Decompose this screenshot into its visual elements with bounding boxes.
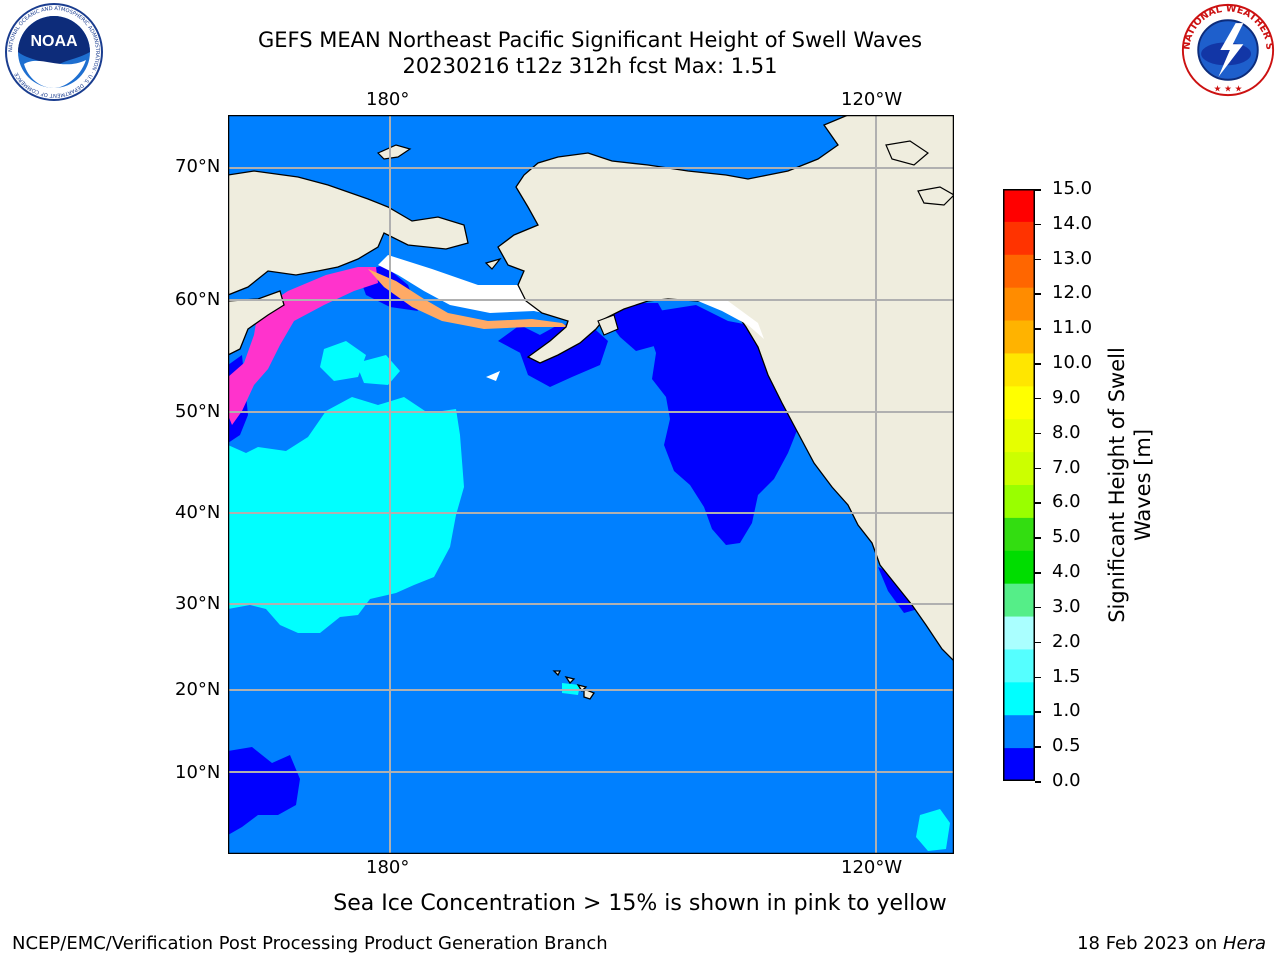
colorbar-band bbox=[1003, 748, 1035, 781]
colorbar-tick bbox=[1035, 676, 1041, 679]
colorbar-band bbox=[1003, 386, 1035, 420]
lon-label-120w-top: 120°W bbox=[841, 89, 903, 110]
swell-height-map bbox=[228, 115, 954, 854]
colorbar-tick-label: 9.0 bbox=[1052, 386, 1081, 408]
colorbar-band bbox=[1003, 221, 1035, 256]
colorbar-band bbox=[1003, 320, 1035, 354]
colorbar-tick-label: 1.0 bbox=[1052, 700, 1081, 722]
colorbar-tick-label: 4.0 bbox=[1052, 561, 1081, 583]
colorbar-tick bbox=[1035, 537, 1041, 539]
footer-date: 18 Feb 2023 on Hera bbox=[1077, 933, 1266, 954]
colorbar-tick-label: 6.0 bbox=[1052, 491, 1081, 513]
lon-label-180-bottom: 180° bbox=[366, 857, 410, 878]
colorbar-band bbox=[1003, 583, 1035, 618]
colorbar-tick bbox=[1035, 641, 1041, 644]
sea-ice-note: Sea Ice Concentration > 15% is shown in … bbox=[333, 891, 947, 916]
cyan-swell-region bbox=[228, 397, 464, 633]
colorbar-band bbox=[1003, 682, 1035, 716]
colorbar-tick bbox=[1035, 258, 1041, 261]
noaa-logo-icon: NOAA NATIONAL OCEANIC AND ATMOSPHERIC AD… bbox=[5, 3, 103, 101]
lat-label-60n: 60°N bbox=[175, 289, 221, 310]
colorbar-tick bbox=[1035, 572, 1041, 574]
colorbar-band bbox=[1003, 517, 1035, 552]
map-frame bbox=[228, 115, 954, 854]
colorbar-tick bbox=[1035, 746, 1041, 748]
colorbar-band bbox=[1003, 254, 1035, 289]
colorbar-band bbox=[1003, 287, 1035, 322]
colorbar-tick-label: 10.0 bbox=[1052, 352, 1093, 374]
lon-label-120w-bottom: 120°W bbox=[841, 857, 903, 878]
colorbar-tick-label: 3.0 bbox=[1052, 595, 1081, 617]
colorbar-tick-label: 7.0 bbox=[1052, 456, 1081, 478]
colorbar-band bbox=[1003, 419, 1035, 453]
colorbar-tick bbox=[1035, 397, 1041, 400]
colorbar-tick-label: 12.0 bbox=[1052, 282, 1093, 304]
colorbar-tick-label: 15.0 bbox=[1052, 178, 1093, 199]
footer-credit: NCEP/EMC/Verification Post Processing Pr… bbox=[12, 933, 608, 954]
chart-title: GEFS MEAN Northeast Pacific Significant … bbox=[257, 28, 923, 52]
lat-label-30n: 30°N bbox=[175, 593, 221, 614]
colorbar-band bbox=[1003, 353, 1035, 387]
lat-label-70n: 70°N bbox=[175, 156, 221, 177]
lat-label-20n: 20°N bbox=[175, 679, 221, 700]
colorbar-title: Significant Height of Swell Waves [m] bbox=[1105, 347, 1155, 623]
colorbar-band bbox=[1003, 715, 1035, 749]
colorbar-band bbox=[1003, 649, 1035, 683]
colorbar-tick bbox=[1035, 606, 1041, 609]
colorbar-tick-label: 13.0 bbox=[1052, 247, 1093, 269]
colorbar-tick bbox=[1035, 467, 1041, 470]
colorbar-tick-label: 5.0 bbox=[1052, 526, 1081, 548]
colorbar-tick-label: 2.0 bbox=[1052, 630, 1081, 652]
colorbar-tick-label: 8.0 bbox=[1052, 421, 1081, 443]
colorbar-tick bbox=[1035, 223, 1041, 226]
colorbar-band bbox=[1003, 616, 1035, 650]
colorbar-band bbox=[1003, 550, 1035, 585]
colorbar-tick bbox=[1035, 781, 1041, 783]
noaa-logo-text: NOAA bbox=[30, 33, 78, 50]
colorbar-tick-label: 0.5 bbox=[1052, 735, 1081, 757]
chart-subtitle: 20230216 t12z 312h fcst Max: 1.51 bbox=[402, 54, 778, 78]
colorbar-band bbox=[1003, 452, 1035, 486]
colorbar-tick-label: 11.0 bbox=[1052, 317, 1093, 339]
colorbar-tick bbox=[1035, 363, 1041, 365]
colorbar-tick bbox=[1035, 293, 1041, 295]
colorbar-tick-label: 0.0 bbox=[1052, 770, 1081, 791]
svg-text:★ ★ ★: ★ ★ ★ bbox=[1214, 84, 1243, 94]
colorbar-tick bbox=[1035, 711, 1041, 713]
footer-host: Hera bbox=[1222, 933, 1266, 954]
colorbar-band bbox=[1003, 189, 1035, 223]
colorbar bbox=[1003, 189, 1035, 781]
colorbar-band bbox=[1003, 485, 1035, 519]
colorbar-tick bbox=[1035, 189, 1041, 191]
graticule bbox=[228, 115, 954, 854]
colorbar-tick bbox=[1035, 328, 1041, 330]
colorbar-tick-label: 1.5 bbox=[1052, 665, 1081, 687]
colorbar-tick-label: 14.0 bbox=[1052, 212, 1093, 234]
lat-label-10n: 10°N bbox=[175, 762, 221, 783]
land-siberia bbox=[228, 115, 469, 356]
lat-label-50n: 50°N bbox=[175, 401, 221, 422]
lat-label-40n: 40°N bbox=[175, 502, 221, 523]
colorbar-tick bbox=[1035, 502, 1041, 504]
lon-label-180-top: 180° bbox=[366, 89, 410, 110]
colorbar-tick bbox=[1035, 432, 1041, 435]
nws-logo-icon: NATIONAL WEATHER SERVICE ★ ★ ★ bbox=[1180, 2, 1275, 97]
